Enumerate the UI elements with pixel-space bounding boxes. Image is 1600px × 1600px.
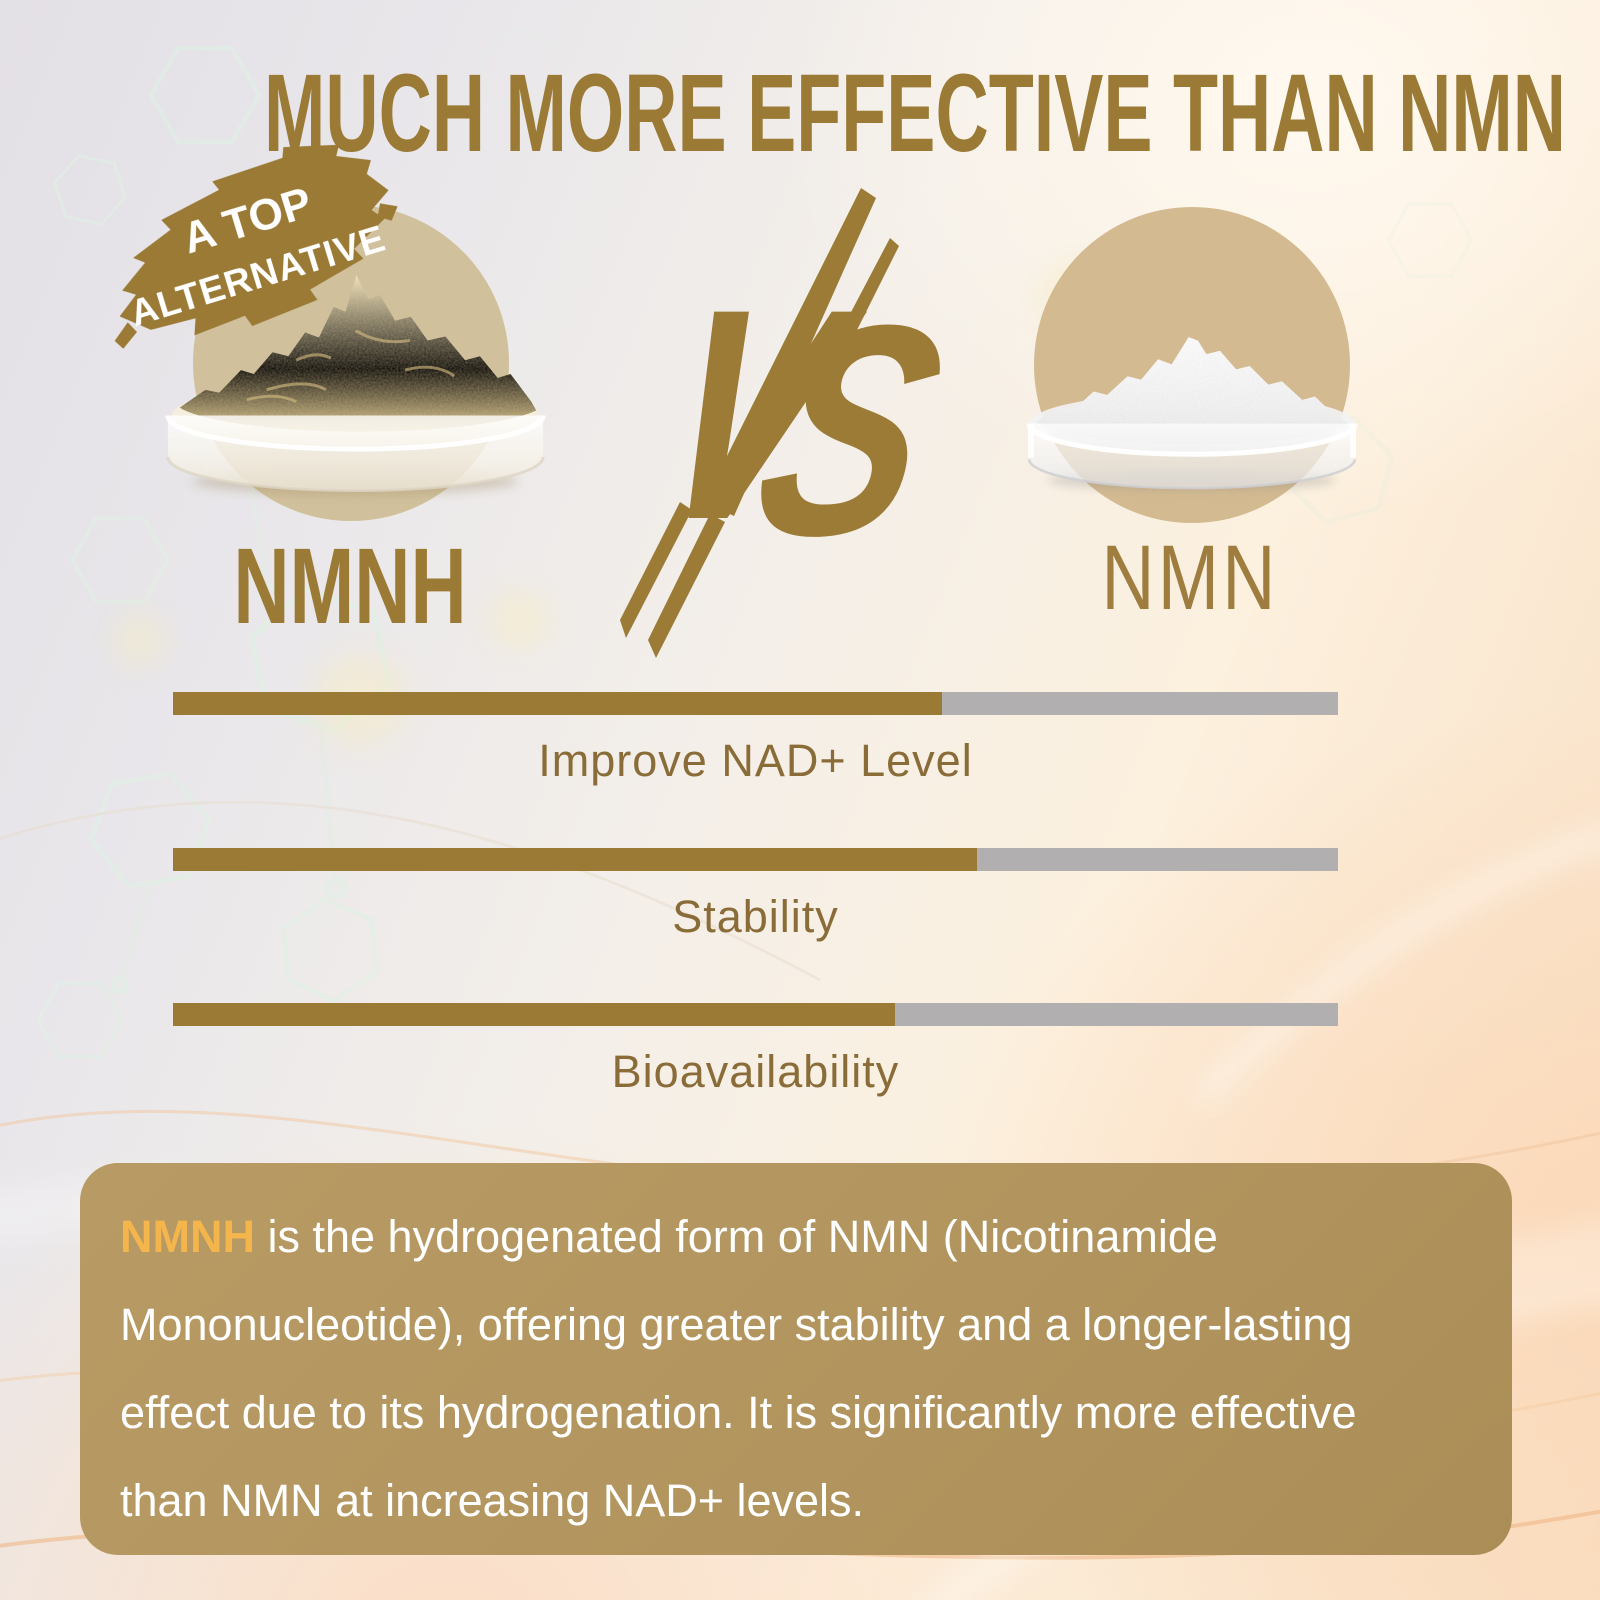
description-box: NMNH is the hydrogenated form of NMN (Ni…: [80, 1163, 1512, 1555]
bar-label: Bioavailability: [611, 1046, 900, 1097]
bar-row-improve-nad: Improve NAD+ Level: [173, 692, 1338, 787]
lightning-bolt: [620, 188, 899, 658]
description-line-2: Mononucleotide), offering greater stabil…: [120, 1299, 1353, 1350]
bar-row-bioavailability: Bioavailability: [173, 1003, 1338, 1098]
page-title: MUCH MORE EFFECTIVE THAN NMN: [264, 52, 1566, 175]
top-alternative-badge: A TOP ALTERNATIVE: [65, 106, 431, 396]
nmn-powder-photo: [1026, 337, 1358, 491]
vs-graphic: V S: [620, 188, 943, 658]
nmnh-powder-photo: [165, 275, 546, 495]
bar-fill-nmnh: [173, 848, 977, 871]
bar-label: Improve NAD+ Level: [538, 735, 973, 786]
bar-track-nmn: [173, 692, 1338, 715]
powder-texture-lines: [246, 329, 456, 404]
bar-label: Stability: [672, 891, 839, 942]
glass-side-highlights: [1027, 423, 1357, 458]
description-text: is the hydrogenated form of NMN (Nicotin…: [254, 1211, 1218, 1262]
bar-track-nmn: [173, 1003, 1338, 1026]
nmn-label: NMN: [1101, 527, 1279, 629]
description-line-3: effect due to its hydrogenation. It is s…: [120, 1387, 1357, 1438]
description-line-4: than NMN at increasing NAD+ levels.: [120, 1475, 865, 1526]
glass-wall: [167, 415, 544, 491]
glass-rim: [1026, 423, 1358, 457]
glass-bottom-edge: [1027, 459, 1357, 490]
bar-fill-nmnh: [173, 1003, 896, 1026]
brush-stroke-graphic: A TOP ALTERNATIVE: [114, 144, 398, 349]
brush-stroke-shape: [114, 144, 398, 349]
bar-track-nmn: [173, 848, 1338, 871]
nmnh-label: NMNH: [233, 525, 467, 646]
description-line-1: NMNH is the hydrogenated form of NMN (Ni…: [120, 1193, 1472, 1281]
bar-row-stability: Stability: [173, 848, 1338, 943]
glass-rim: [165, 415, 546, 452]
glass-bottom-edge: [166, 456, 545, 493]
nmnh-highlight: NMNH: [120, 1211, 255, 1262]
vs-letters: V S: [627, 248, 943, 599]
bar-fill-nmnh: [173, 692, 942, 715]
